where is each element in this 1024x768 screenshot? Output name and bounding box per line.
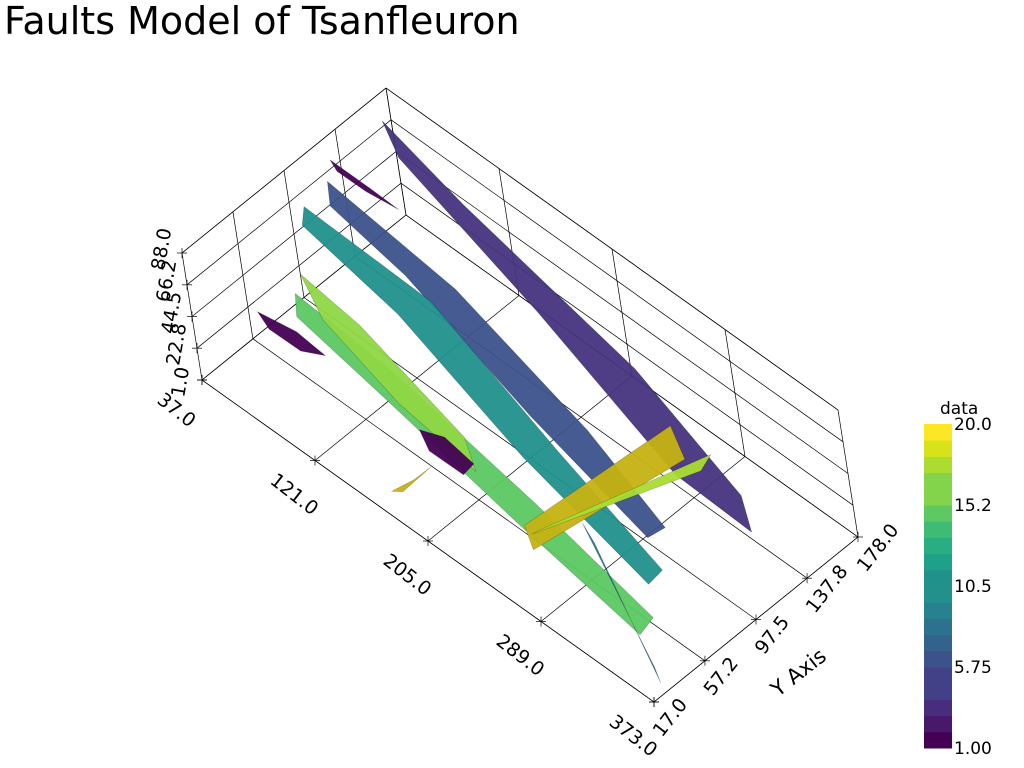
fault-surface — [300, 273, 477, 473]
colorbar-segment — [924, 456, 952, 474]
colorbar: data 20.0 15.2 10.5 5.75 1.00 — [924, 399, 992, 759]
x-tick-label: 373.0 — [605, 711, 661, 762]
back-gridline — [395, 151, 849, 474]
fault-blade — [390, 466, 432, 492]
colorbar-segment — [924, 618, 952, 636]
colorbar-tick-label: 15.2 — [954, 496, 992, 516]
fault-blob — [418, 429, 475, 476]
colorbar-tick-label: 1.00 — [954, 739, 992, 759]
colorbar-tick-label: 5.75 — [954, 658, 992, 678]
x-tick-label: 289.0 — [492, 630, 548, 681]
fault-plane — [581, 522, 662, 684]
frame-edge — [385, 87, 839, 411]
fault-blob — [256, 310, 327, 357]
colorbar-segment — [924, 488, 952, 506]
colorbar-segment — [924, 440, 952, 457]
colorbar-segment — [924, 699, 952, 717]
colorbar-segment — [924, 602, 952, 619]
x-tick-label: 121.0 — [266, 469, 322, 520]
colorbar-segment — [924, 715, 952, 733]
colorbar-segment — [924, 667, 952, 684]
colorbar-segment — [924, 634, 952, 652]
y-tick-label: 137.8 — [802, 561, 853, 617]
fault-blade — [524, 425, 686, 551]
colorbar-segment — [924, 569, 952, 587]
fault-blade — [531, 453, 712, 535]
side-gridline — [191, 151, 397, 317]
y-axis-title: Y Axis — [766, 644, 831, 702]
z-tick-label: 1.0 — [167, 365, 194, 399]
colorbar-title: data — [940, 399, 978, 419]
colorbar-segment — [924, 505, 952, 522]
colorbar-segment — [924, 586, 952, 603]
colorbar-segment — [924, 683, 952, 700]
colorbar-segment — [924, 537, 952, 555]
colorbar-segment — [924, 731, 952, 749]
frame-edge — [181, 87, 387, 254]
colorbar-segment — [924, 472, 952, 490]
side-gridline — [186, 119, 392, 286]
colorbar-segment — [924, 521, 952, 538]
colorbar-segment — [924, 424, 952, 441]
side-gridline — [196, 182, 402, 349]
x-tick-label: 205.0 — [379, 550, 435, 601]
colorbar-segment — [924, 553, 952, 571]
colorbar-segment — [924, 650, 952, 668]
fault-surface — [301, 206, 663, 585]
colorbar-tick-label: 20.0 — [954, 415, 992, 435]
y-tick-label: 178.0 — [853, 520, 904, 576]
fault-surface — [327, 180, 666, 539]
back-gridline — [390, 119, 844, 443]
fault-surfaces — [256, 120, 753, 684]
colorbar-tick-label: 10.5 — [954, 577, 992, 597]
fault-surface — [381, 120, 753, 533]
fault-blob — [329, 159, 399, 210]
chart-title: Faults Model of Tsanfleuron — [4, 0, 520, 43]
